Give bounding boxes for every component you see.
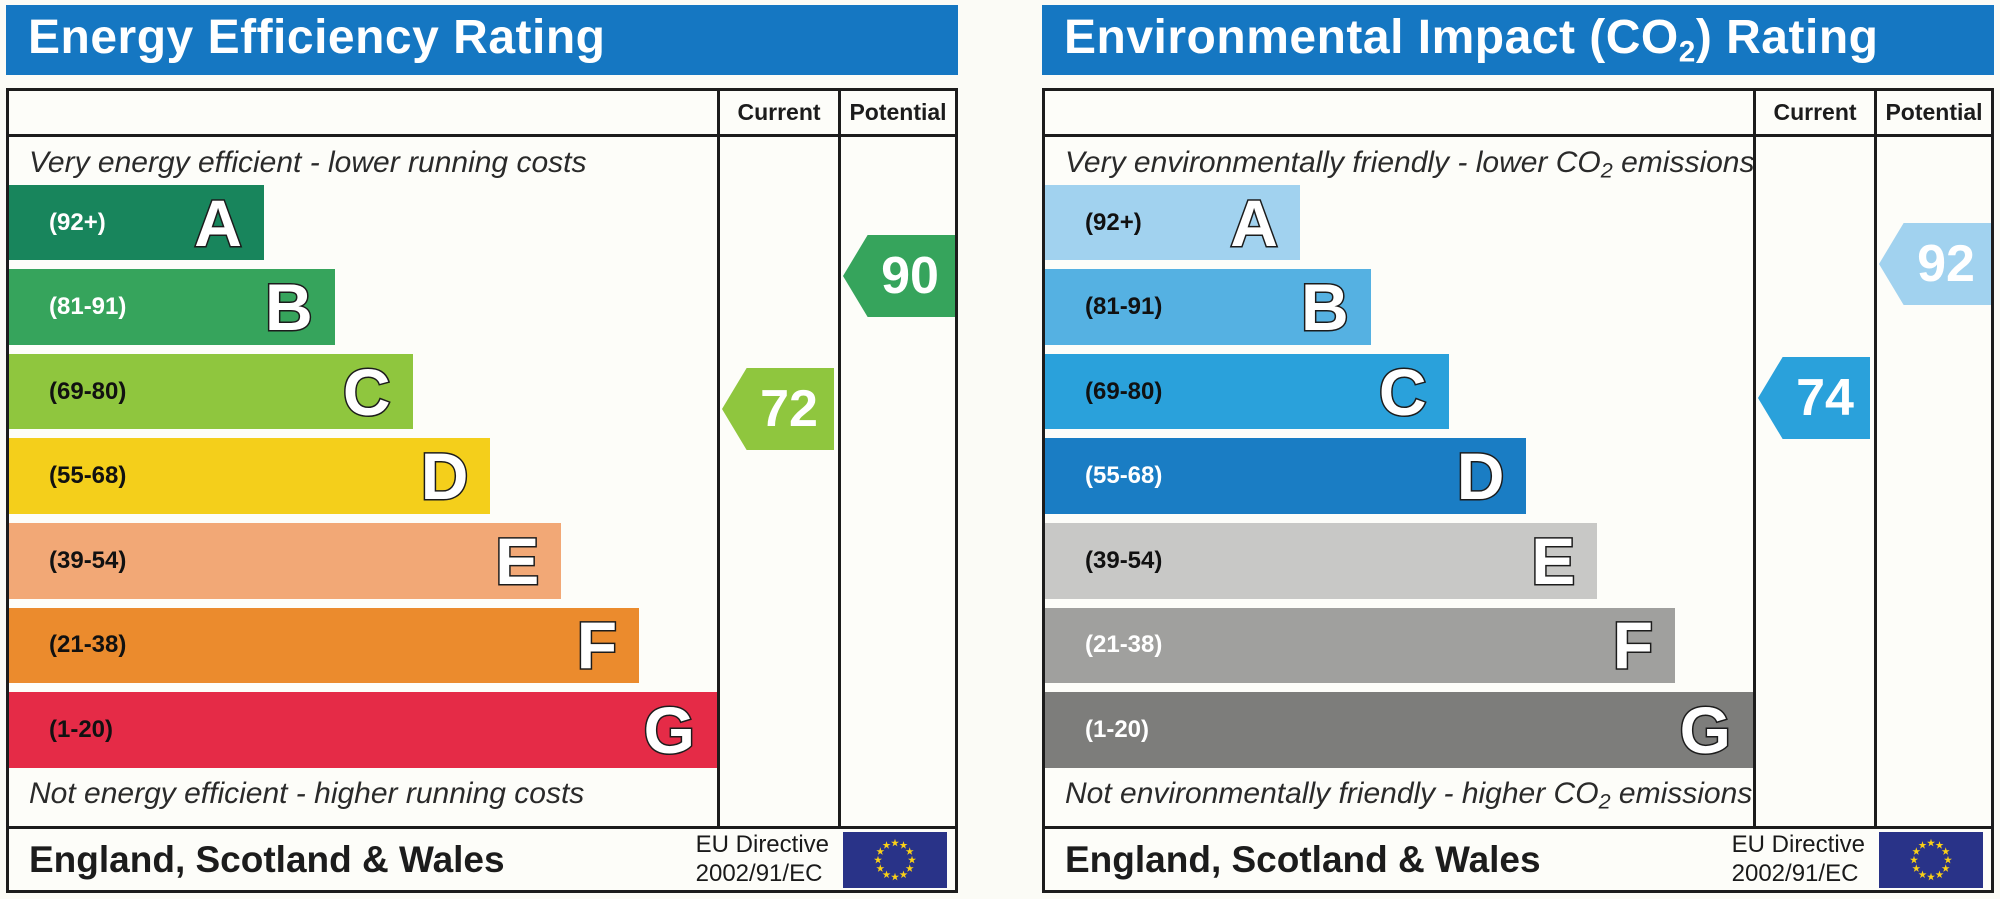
band-range-label: (81-91) [49,293,127,321]
caption-text-part: Very energy efficient - lower running co… [29,146,587,179]
page-title: Energy Efficiency Rating [28,10,605,69]
table-footer: England, Scotland & Wales EU Directive 2… [9,826,955,890]
band-letter: G [1678,692,1732,767]
band-e: (39-54) E [9,522,562,599]
band-range-label: (69-80) [1085,377,1163,405]
title-text-part: Environmental Impact (CO [1064,11,1679,65]
band-letter: F [1611,608,1654,683]
caption-text-part: Not energy efficient - higher running co… [29,776,585,810]
environmental-title-bar: Environmental Impact (CO2) Rating [1042,5,1994,75]
band-g: (1-20) G [9,692,717,768]
energy-rating-table: Current Potential Very energy efficient … [6,88,958,893]
table-footer: England, Scotland & Wales EU Directive 2… [1045,826,1991,890]
caption-subscript: 2 [1600,157,1613,183]
band-letter: G [642,692,696,767]
rating-scale-area: Very environmentally friendly - lower CO… [1045,137,1753,826]
band-c: (69-80) C [1045,353,1449,430]
potential-rating-value: 92 [1917,235,1975,293]
energy-title-bar: Energy Efficiency Rating [6,5,958,75]
environmental-impact-panel: Environmental Impact (CO2) Rating Curren… [1042,5,1994,899]
potential-rating-arrow: 92 [1879,223,1991,305]
band-range-label: (92+) [49,208,106,236]
potential-column-header: Potential [1874,91,1991,137]
title-text-part: ) Rating [1695,11,1879,65]
band-range-label: (55-68) [49,462,127,490]
bottom-caption: Not energy efficient - higher running co… [9,777,717,826]
current-column: 74 [1753,137,1874,826]
top-caption: Very environmentally friendly - lower CO… [1045,137,1753,185]
band-letter: F [575,608,618,683]
band-letter: C [341,354,392,429]
title-subscript: 2 [1678,35,1696,69]
eu-directive-label: EU Directive 2002/91/EC [696,831,829,888]
eu-flag-icon [843,831,947,888]
band-range-label: (69-80) [49,377,127,405]
band-d: (55-68) D [9,438,491,514]
band-range-label: (92+) [1085,208,1142,236]
eu-directive-line1: EU Directive [1731,831,1865,859]
potential-column: 92 [1874,137,1991,826]
current-column-header: Current [1753,91,1874,137]
current-column: 72 [717,137,838,826]
band-letter: A [1229,185,1280,260]
caption-text-part: emissions [1612,146,1753,179]
caption-text-part: Very environmentally friendly - lower CO [1065,146,1601,179]
rating-scale-area: Very energy efficient - lower running co… [9,137,717,826]
eu-directive-label: EU Directive 2002/91/EC [1732,831,1865,888]
top-caption: Very energy efficient - lower running co… [9,137,717,185]
potential-rating-arrow: 90 [843,235,955,317]
band-b: (81-91) B [9,269,335,345]
band-f: (21-38) F [1045,607,1676,684]
band-letter: B [264,270,315,345]
band-e: (39-54) E [1045,522,1598,599]
band-range-label: (21-38) [1085,631,1163,659]
page-title: Environmental Impact (CO2) Rating [1064,10,1878,69]
band-letter: D [1455,439,1506,514]
title-text-part: Energy Efficiency Rating [28,11,606,65]
band-g: (1-20) G [1045,692,1753,768]
band-f: (21-38) F [9,607,640,684]
band-b: (81-91) B [1045,269,1371,345]
band-a: (92+) A [9,184,264,261]
band-letter: B [1300,270,1351,345]
band-letter: E [494,523,541,598]
band-range-label: (55-68) [1085,462,1163,490]
band-range-label: (1-20) [49,715,114,743]
header-spacer [9,91,717,137]
band-range-label: (39-54) [1085,546,1163,574]
band-range-label: (81-91) [1085,293,1163,321]
eu-flag-icon [1879,831,1983,888]
current-rating-arrow: 74 [1758,357,1870,439]
band-letter: E [1530,523,1577,598]
band-letter: A [193,185,244,260]
band-letter: D [419,439,470,514]
current-rating-value: 74 [1796,369,1854,427]
current-column-header: Current [717,91,838,137]
header-spacer [1045,91,1753,137]
band-letter: C [1377,354,1428,429]
caption-text-part: emissions [1610,776,1753,810]
eu-directive-line2: 2002/91/EC [695,859,823,887]
band-range-label: (1-20) [1085,715,1150,743]
band-d: (55-68) D [1045,438,1527,514]
current-rating-value: 72 [760,380,818,438]
potential-column-header: Potential [838,91,955,137]
band-range-label: (39-54) [49,546,127,574]
potential-rating-value: 90 [881,247,939,305]
bottom-caption: Not environmentally friendly - higher CO… [1045,777,1753,826]
energy-efficiency-panel: Energy Efficiency Rating Current Potenti… [6,5,958,899]
current-rating-arrow: 72 [722,368,834,450]
band-a: (92+) A [1045,184,1300,261]
band-range-label: (21-38) [49,631,127,659]
caption-text-part: Not environmentally friendly - higher CO [1065,776,1599,810]
eu-directive-line1: EU Directive [695,831,829,859]
environmental-rating-table: Current Potential Very environmentally f… [1042,88,1994,893]
potential-column: 90 [838,137,955,826]
eu-directive-line2: 2002/91/EC [1731,859,1859,887]
region-label: England, Scotland & Wales [1065,838,1541,880]
band-c: (69-80) C [9,353,413,430]
region-label: England, Scotland & Wales [29,838,505,880]
caption-subscript: 2 [1598,788,1611,813]
